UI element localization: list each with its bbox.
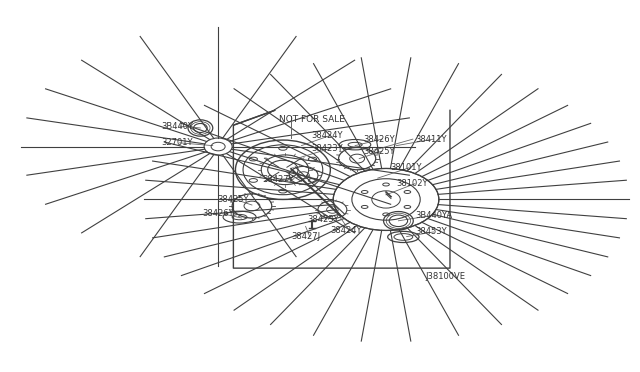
Text: 38425Y: 38425Y <box>364 147 395 156</box>
Text: 38411Y: 38411Y <box>415 135 447 144</box>
Text: 38427J: 38427J <box>291 232 320 241</box>
Text: 38102Y: 38102Y <box>396 179 428 188</box>
Text: 38101Y: 38101Y <box>390 163 422 172</box>
Text: NOT FOR SALE: NOT FOR SALE <box>279 115 345 124</box>
Text: 38425Y: 38425Y <box>217 195 248 204</box>
Text: 38424Y: 38424Y <box>330 225 362 235</box>
Text: 38424Y: 38424Y <box>312 131 343 140</box>
Text: 38426Y: 38426Y <box>202 209 234 218</box>
Text: J38100VE: J38100VE <box>425 272 465 281</box>
Text: 32701Y: 32701Y <box>161 138 193 147</box>
Text: 3B440Y: 3B440Y <box>161 122 193 131</box>
Text: 38427Y: 38427Y <box>262 176 294 185</box>
Text: 38423Y: 38423Y <box>308 215 339 224</box>
Text: 3B440YA: 3B440YA <box>415 211 452 220</box>
Text: 38453Y: 38453Y <box>415 227 447 237</box>
Text: 38426Y: 38426Y <box>364 135 395 144</box>
Text: 38423Y: 38423Y <box>312 144 344 153</box>
